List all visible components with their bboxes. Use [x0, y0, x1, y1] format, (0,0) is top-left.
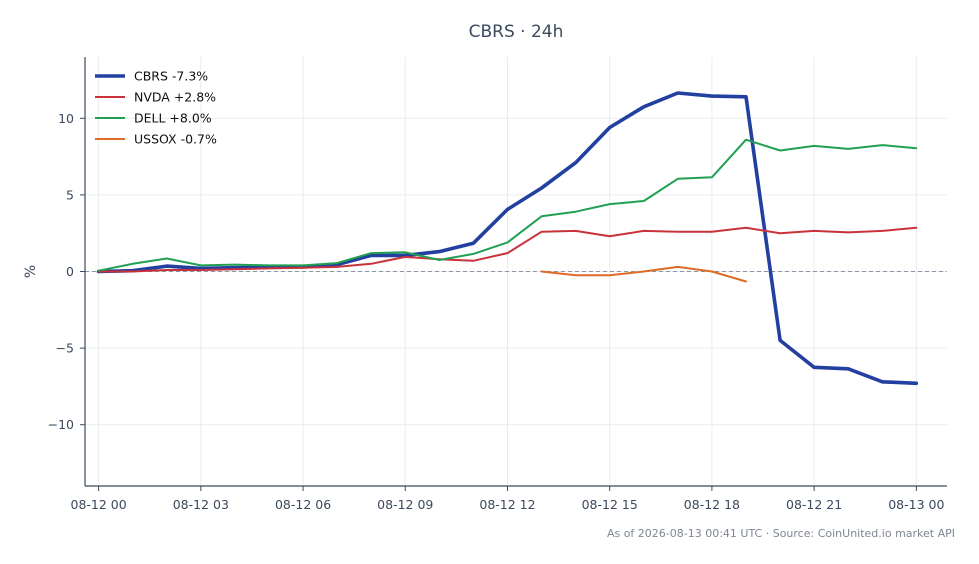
x-tick-label: 08-12 18 [684, 497, 740, 512]
x-tick-label: 08-12 00 [71, 497, 127, 512]
legend-entry-label: CBRS -7.3% [134, 69, 208, 84]
x-tick-label: 08-12 21 [786, 497, 842, 512]
x-tick-label: 08-12 06 [275, 497, 331, 512]
legend: CBRS -7.3% NVDA +2.8% DELL +8.0% USSOX -0.7… [95, 69, 217, 147]
series-line-nvda [97, 226, 918, 273]
series-line-ussox [540, 265, 747, 283]
x-tick-label: 08-13 00 [888, 497, 944, 512]
x-tick-label: 08-12 03 [173, 497, 229, 512]
legend-entry-label: DELL +8.0% [134, 111, 212, 126]
grid [85, 57, 947, 486]
y-axis-label: % [23, 265, 39, 278]
series-line-dell [97, 138, 918, 272]
y-tick-label: 0 [66, 264, 74, 279]
series-lines [96, 91, 919, 386]
y-tick-label: −5 [56, 341, 74, 356]
y-tick-label: 10 [58, 111, 74, 126]
chart-title: CBRS · 24h [469, 22, 564, 42]
source-footer: As of 2026-08-13 00:41 UTC · Source: Coi… [607, 527, 955, 540]
x-tick-label: 08-12 12 [479, 497, 535, 512]
series-line-cbrs [96, 91, 919, 386]
axes: −10 −5 0 5 10 08-12 00 08-12 03 08-12 06 08-12 0… [48, 57, 947, 512]
x-tick-label: 08-12 09 [377, 497, 433, 512]
x-tick-label: 08-12 15 [582, 497, 638, 512]
y-tick-label: −10 [48, 417, 74, 432]
legend-entry-label: USSOX -0.7% [134, 132, 217, 147]
legend-entry-label: NVDA +2.8% [134, 90, 216, 105]
y-tick-label: 5 [66, 187, 74, 202]
